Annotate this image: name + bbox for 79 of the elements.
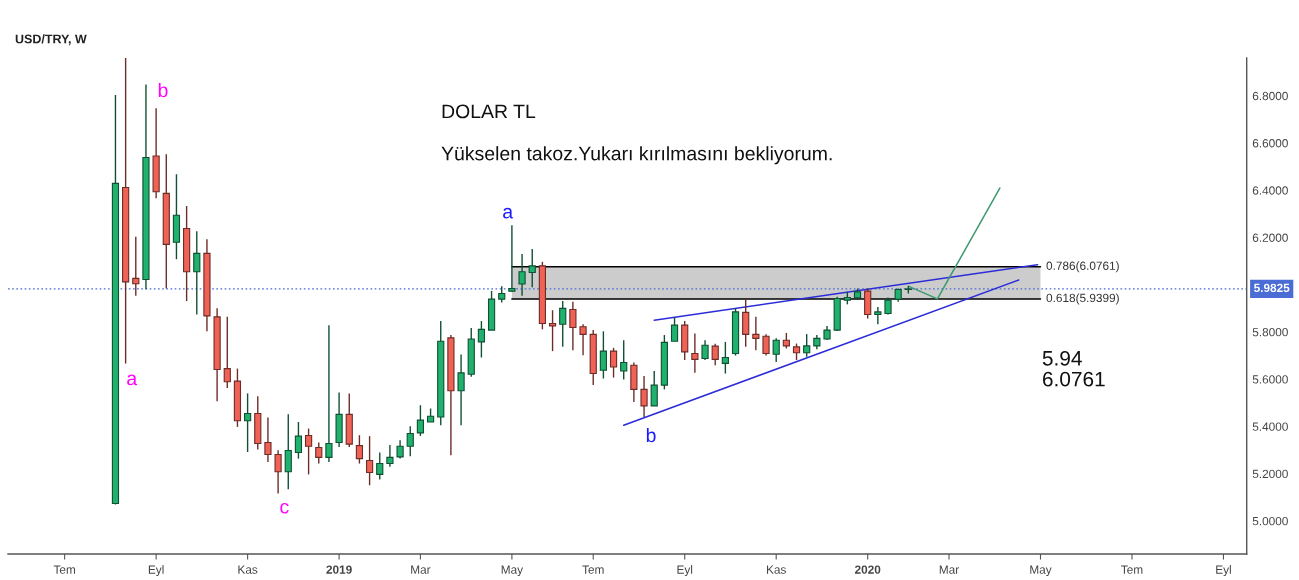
y-tick-label: 5.2000	[1252, 469, 1288, 479]
candlestick	[528, 248, 536, 289]
y-tick-label: 6.4000	[1252, 186, 1288, 195]
candlestick	[569, 301, 577, 351]
series-label: 0.786(6.0761)	[1046, 261, 1119, 273]
annotation: b	[646, 427, 656, 443]
x-tick-label: May	[1030, 565, 1052, 577]
candlestick	[406, 425, 414, 457]
candlestick	[691, 332, 699, 374]
candlestick	[304, 427, 313, 476]
x-tick-label: Tem	[53, 565, 76, 574]
candlestick	[355, 434, 364, 465]
candlestick	[294, 421, 303, 460]
y-tick-label: 5.4000	[1252, 422, 1288, 431]
x-tick-label: Tem	[582, 565, 604, 574]
annotation: 5.94	[1042, 350, 1082, 366]
y-tick-label: 6.6000	[1252, 139, 1288, 148]
y-tick-label: 6.2000	[1252, 233, 1288, 242]
candlestick	[864, 287, 872, 320]
candlestick	[670, 316, 679, 342]
x-tick-label: Kas	[238, 565, 258, 574]
candlestick	[416, 404, 425, 437]
candlestick	[620, 339, 628, 381]
annotation: a	[127, 374, 138, 386]
candlestick	[223, 316, 231, 389]
annotation: c	[280, 502, 289, 514]
candlestick	[518, 253, 526, 297]
candlestick	[579, 323, 587, 356]
candlestick	[762, 333, 770, 357]
candlestick	[874, 306, 882, 325]
annotation: b	[158, 82, 168, 98]
x-tick-label: 2019	[326, 565, 352, 574]
annotation: a	[503, 207, 514, 219]
y-tick-label: 5.0000	[1252, 516, 1288, 526]
chart-title: USD/TRY, W	[15, 34, 87, 46]
y-tick-label: 6.8000	[1252, 91, 1288, 101]
ref-line-label: 5.9825	[1254, 283, 1290, 293]
candlestick	[325, 324, 333, 463]
x-tick-label: Kas	[766, 565, 786, 574]
x-tick-label: 2020	[854, 565, 881, 574]
x-tick-label: May	[501, 565, 524, 577]
candlestick	[193, 230, 201, 316]
candlestick	[132, 236, 140, 297]
candlestick	[244, 392, 252, 453]
annotation: DOLAR TL	[442, 104, 536, 119]
candlestick	[772, 337, 780, 363]
x-tick-label: Mar	[939, 565, 959, 574]
candlestick	[376, 451, 384, 481]
candlestick	[721, 341, 729, 375]
candlestick	[742, 298, 750, 348]
candlestick	[274, 449, 282, 495]
annotation: Yükselen takoz.Yukarı kırılmasını bekliyorum.	[441, 146, 832, 165]
candlestick	[559, 300, 567, 348]
candlestick	[701, 339, 709, 361]
candlestick	[477, 320, 486, 359]
annotation: 6.0761	[1043, 371, 1105, 387]
candlestick	[457, 353, 465, 426]
candlestick	[365, 435, 374, 486]
x-tick-label: Tem	[1121, 565, 1143, 574]
candlestick	[396, 439, 404, 460]
y-tick-label: 5.6000	[1252, 375, 1288, 384]
candlestick	[803, 333, 811, 358]
x-tick-label: Eyl	[677, 565, 693, 577]
candlestick	[640, 375, 648, 418]
candlestick	[650, 370, 658, 407]
series-label: 0.618(5.9399)	[1046, 293, 1119, 305]
candlestick	[711, 343, 719, 366]
candlestick	[315, 441, 323, 465]
x-tick-label: Eyl	[148, 565, 164, 577]
candlestick	[508, 224, 516, 293]
candlestick	[284, 413, 292, 490]
x-tick-label: Mar	[411, 565, 431, 574]
candlestick	[752, 316, 760, 351]
candlestick	[386, 444, 394, 468]
candlestick	[264, 416, 272, 463]
candlestick	[599, 330, 607, 380]
y-tick-label: 5.8000	[1252, 328, 1288, 337]
x-tick-label: Eyl	[1216, 565, 1231, 577]
candlestick	[609, 347, 618, 379]
